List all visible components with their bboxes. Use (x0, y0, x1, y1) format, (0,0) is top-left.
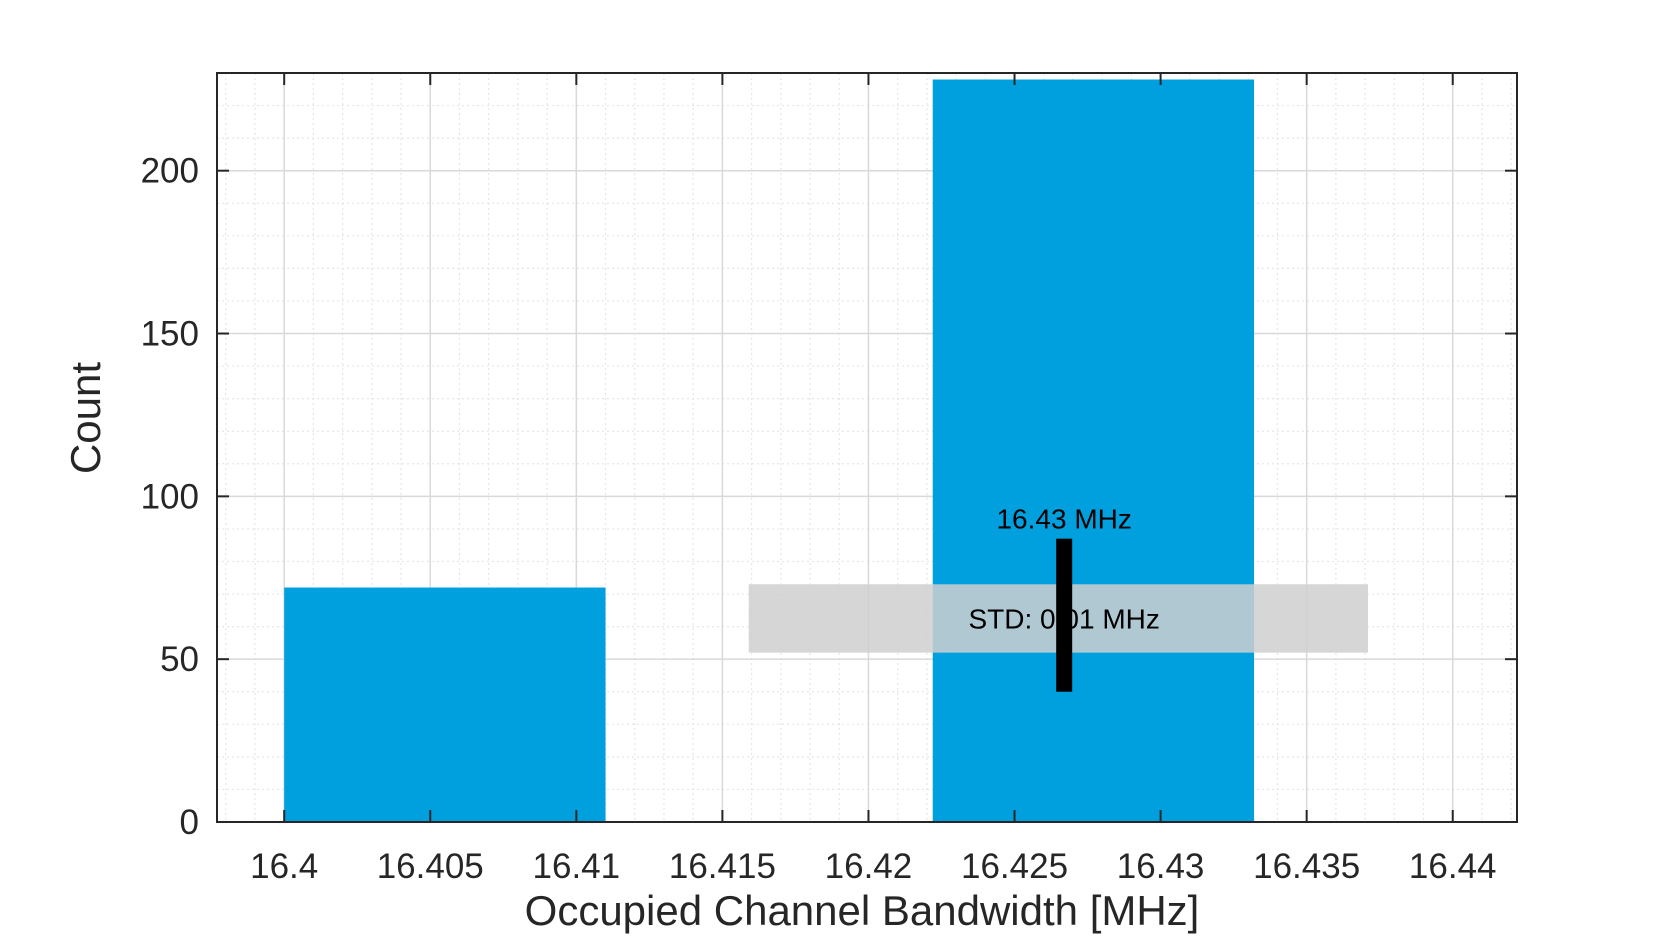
y-axis-label: Count (62, 362, 109, 474)
y-tick-label: 0 (180, 803, 199, 842)
x-tick-label: 16.43 (1117, 847, 1205, 886)
x-tick-label: 16.405 (377, 847, 484, 886)
mean-label: 16.43 MHz (996, 504, 1131, 535)
x-axis-label: Occupied Channel Bandwidth [MHz] (525, 887, 1200, 934)
std-label: STD: 0.01 MHz (968, 603, 1159, 634)
x-tick-label: 16.44 (1409, 847, 1497, 886)
x-tick-label: 16.41 (533, 847, 621, 886)
y-tick-label: 100 (141, 477, 199, 516)
axes-frame (216, 72, 1518, 823)
y-tick-label: 200 (141, 152, 199, 191)
tick-labels: 16.4 16.405 16.41 16.415 16.42 16.425 16.43 16.… (141, 152, 1497, 886)
x-tick-label: 16.425 (961, 847, 1068, 886)
x-tick-label: 16.435 (1253, 847, 1360, 886)
x-tick-label: 16.4 (250, 847, 318, 886)
x-tick-label: 16.415 (669, 847, 776, 886)
histogram-bar-1 (284, 587, 606, 822)
mean-marker (1056, 538, 1073, 692)
y-tick-label: 50 (160, 640, 199, 679)
histogram-bar-2 (932, 79, 1255, 822)
x-tick-label: 16.42 (825, 847, 913, 886)
y-tick-label: 150 (141, 315, 199, 354)
mean-std-annotations: 16.43 MHz STD: 0.01 MHz (748, 504, 1369, 692)
axes-box (216, 72, 1518, 823)
histogram-bars (284, 79, 1255, 822)
